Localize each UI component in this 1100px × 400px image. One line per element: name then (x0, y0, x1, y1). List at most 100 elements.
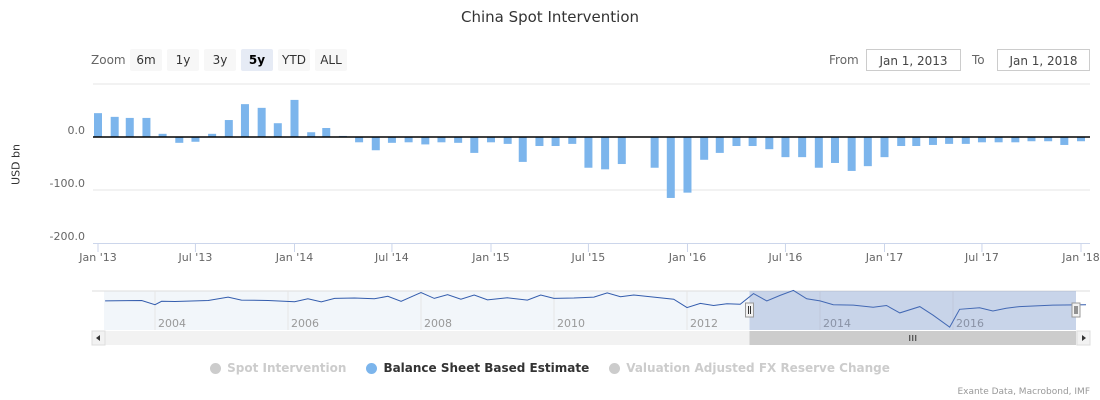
bar (322, 127, 331, 137)
bar (224, 120, 233, 137)
bar (240, 104, 249, 137)
bar (142, 117, 151, 137)
y-tick-label: 0.0 (67, 124, 86, 137)
bar (863, 137, 872, 167)
bar (748, 137, 757, 147)
to-label: To (972, 53, 985, 67)
handle-grip-icon (1071, 302, 1081, 318)
bar (125, 117, 134, 137)
bar (1044, 137, 1053, 142)
x-tick-label: Jul '14 (375, 251, 409, 264)
zoom-all-button[interactable]: ALL (315, 49, 347, 71)
y-tick-label: -100.0 (49, 177, 85, 190)
x-tick-label: Jul '13 (178, 251, 213, 264)
bar (601, 137, 610, 170)
navigator-series-line (105, 289, 1087, 328)
navigator-tick-label: 2010 (557, 317, 585, 330)
bar (257, 107, 266, 137)
y-tick-label: -200.0 (49, 230, 85, 243)
zoom-1y-button[interactable]: 1y (167, 49, 199, 71)
bar (503, 137, 512, 144)
legend-dot-icon (609, 362, 621, 374)
bar (830, 137, 839, 163)
bar (781, 137, 790, 158)
from-date-input[interactable]: Jan 1, 2013 (866, 49, 961, 71)
bar (928, 137, 937, 145)
x-tick-label: Jul '16 (768, 251, 803, 264)
zoom-5y-button[interactable]: 5y (241, 49, 273, 71)
bar (617, 137, 626, 165)
bar (535, 137, 544, 147)
navigator-tick-label: 2012 (690, 317, 718, 330)
chart-title: China Spot Intervention (460, 8, 640, 26)
x-tick-label: Jan '17 (865, 251, 904, 264)
bar (421, 137, 430, 145)
bar (765, 137, 774, 150)
bar (700, 137, 709, 160)
from-label: From (829, 53, 859, 67)
bar (486, 137, 495, 143)
bar (897, 137, 906, 147)
bar (847, 137, 856, 171)
bar (880, 137, 889, 158)
navigator-tick-label: 2016 (956, 317, 984, 330)
bar (683, 137, 692, 193)
legend-item-valuation-adjusted[interactable]: Valuation Adjusted FX Reserve Change (609, 361, 890, 375)
bar (568, 137, 577, 144)
bar (1060, 137, 1069, 145)
navigator-tick-label: 2008 (424, 317, 452, 330)
zoom-label: Zoom (91, 53, 126, 67)
x-tick-label: Jan '14 (275, 251, 314, 264)
bar (666, 137, 675, 198)
zoom-6m-button[interactable]: 6m (130, 49, 162, 71)
legend-item-spot-intervention[interactable]: Spot Intervention (210, 361, 346, 375)
navigator-left-handle[interactable] (745, 302, 754, 318)
x-tick-label: Jan '13 (79, 251, 117, 264)
navigator-tick-label: 2014 (823, 317, 851, 330)
bar (518, 137, 527, 162)
navigator-tick-label: 2006 (291, 317, 319, 330)
bar (715, 137, 724, 153)
bar (94, 113, 102, 137)
legend-dot-icon (366, 362, 378, 374)
bar (208, 133, 217, 137)
to-date-input[interactable]: Jan 1, 2018 (997, 49, 1090, 71)
arrow-right-icon (1082, 335, 1086, 341)
bar (1011, 137, 1020, 143)
credits: Exante Data, Macrobond, IMF (957, 387, 1090, 397)
bar (1027, 137, 1036, 142)
bar (977, 137, 986, 143)
arrow-left-icon (96, 335, 100, 341)
bar (437, 137, 446, 143)
legend-dot-icon (210, 362, 222, 374)
bar (158, 133, 167, 137)
bar (273, 123, 282, 137)
bar (454, 137, 463, 143)
navigator-right-handle[interactable] (1071, 302, 1081, 318)
legend-item-balance-sheet-estimate[interactable]: Balance Sheet Based Estimate (366, 361, 589, 375)
legend: Spot Intervention Balance Sheet Based Es… (0, 361, 1100, 375)
x-tick-label: Jul '15 (571, 251, 606, 264)
bar (994, 137, 1003, 143)
handle-grip-icon (745, 302, 754, 318)
bar (798, 137, 807, 158)
bar (175, 137, 184, 143)
bar (732, 137, 741, 147)
bar (191, 137, 200, 142)
bar (110, 116, 119, 137)
bar (584, 137, 593, 168)
navigator-tick-label: 2004 (158, 317, 186, 330)
bar (355, 137, 364, 143)
zoom-ytd-button[interactable]: YTD (278, 49, 310, 71)
bar (551, 137, 560, 147)
bar (814, 137, 823, 168)
bar (945, 137, 954, 144)
x-tick-label: Jan '16 (668, 251, 707, 264)
bar (912, 137, 921, 147)
bar (404, 137, 413, 143)
x-tick-label: Jan '18 (1062, 251, 1100, 264)
bar (650, 137, 659, 168)
zoom-3y-button[interactable]: 3y (204, 49, 236, 71)
bar (290, 99, 299, 137)
